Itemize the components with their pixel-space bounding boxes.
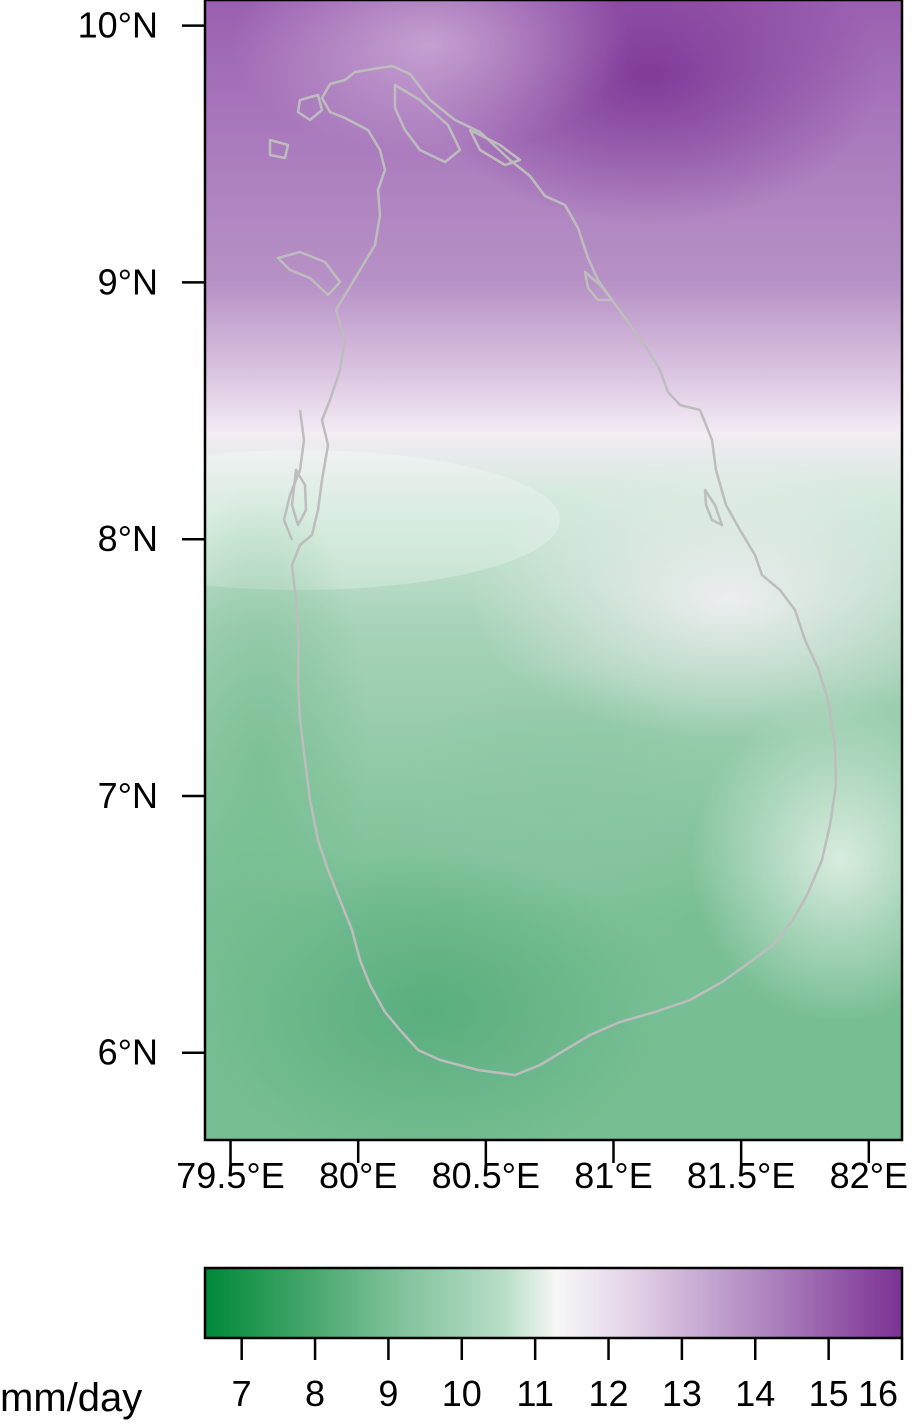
lat-tick-label: 7°N (98, 775, 158, 816)
colorbar-gradient (203, 1266, 904, 1340)
map-frame (203, 0, 904, 1142)
puttalam-lagoon (290, 468, 308, 527)
lat-tick-label: 9°N (98, 261, 158, 302)
lon-tick-label: 82°E (830, 1155, 908, 1196)
colorbar-tick-label: 14 (735, 1373, 775, 1414)
coastline (268, 64, 838, 1077)
sri-lanka-coastline (290, 64, 838, 1077)
colorbar-ticks: 7 8 9 10 11 12 13 14 15 16 (232, 1338, 904, 1414)
batticaloa-lagoon (703, 488, 724, 527)
trincomalee-bay (583, 270, 614, 302)
longitude-axis: 79.5°E 80°E 80.5°E 81°E 81.5°E 82°E (176, 1140, 908, 1196)
colorbar: 7 8 9 10 11 12 13 14 15 16 mm/day (0, 1266, 904, 1420)
mannar-island (276, 250, 342, 297)
colorbar-tick-label: 12 (589, 1373, 629, 1414)
lat-tick-label: 10°N (78, 5, 158, 46)
lat-tick-label: 8°N (98, 518, 158, 559)
colorbar-tick-label: 16 (858, 1373, 898, 1414)
jaffna-lagoon (393, 83, 462, 164)
lon-tick-label: 79.5°E (176, 1155, 284, 1196)
lat-tick-label: 6°N (98, 1032, 158, 1073)
heatmap-field (205, 0, 902, 1140)
northern-island-2 (268, 138, 290, 160)
lon-tick-label: 80°E (319, 1155, 397, 1196)
colorbar-tick-label: 15 (809, 1373, 849, 1414)
latitude-axis: 10°N 9°N 8°N 7°N 6°N (78, 5, 205, 1073)
colorbar-tick-label: 7 (232, 1373, 252, 1414)
northern-island-1 (296, 93, 324, 122)
colorbar-tick-label: 13 (662, 1373, 702, 1414)
lon-tick-label: 81.5°E (687, 1155, 795, 1196)
colorbar-unit-label: mm/day (0, 1376, 142, 1420)
lon-tick-label: 81°E (574, 1155, 652, 1196)
colorbar-tick-label: 8 (305, 1373, 325, 1414)
lon-tick-label: 80.5°E (432, 1155, 540, 1196)
colorbar-tick-label: 9 (378, 1373, 398, 1414)
colorbar-tick-label: 10 (442, 1373, 482, 1414)
northeast-lagoon (468, 128, 522, 167)
colorbar-tick-label: 11 (516, 1373, 553, 1414)
